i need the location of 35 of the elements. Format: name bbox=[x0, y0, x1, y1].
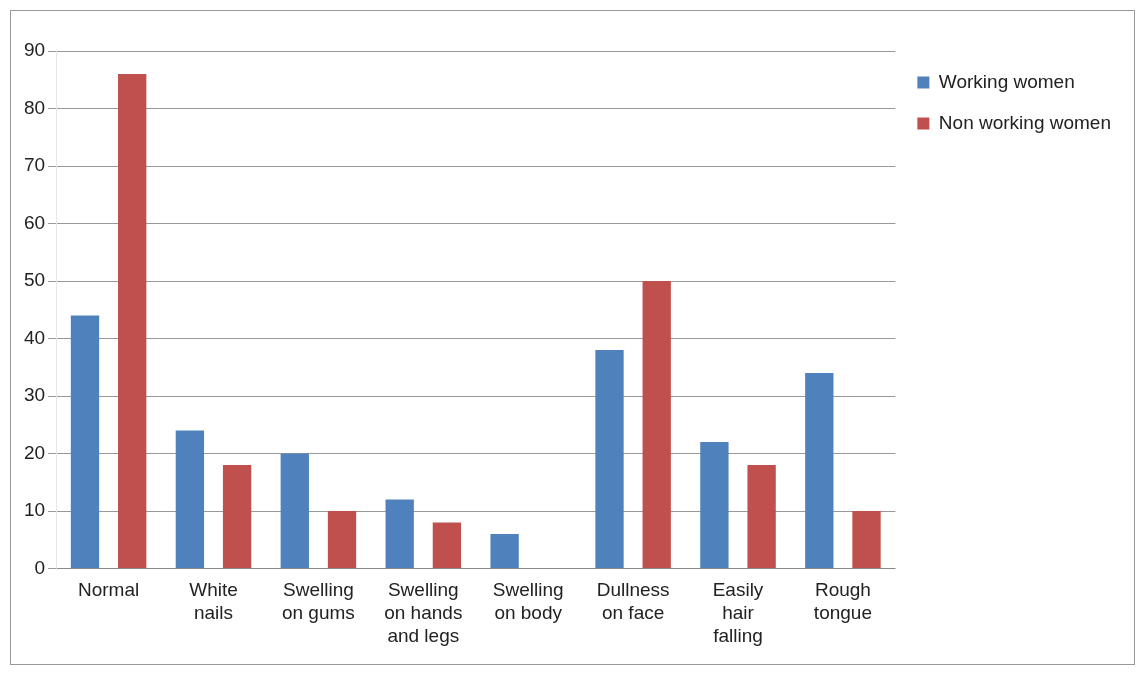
x-tick-label: Normal bbox=[77, 579, 140, 601]
y-tick-label: 80 bbox=[23, 96, 46, 118]
legend-label: Non working women bbox=[938, 111, 1112, 133]
bar bbox=[490, 534, 519, 569]
bar bbox=[118, 74, 147, 569]
y-tick-label: 70 bbox=[23, 154, 46, 176]
y-tick-label: 0 bbox=[34, 556, 46, 578]
y-tick-label: 90 bbox=[23, 39, 46, 61]
y-tick-label: 20 bbox=[23, 441, 46, 463]
bar bbox=[642, 281, 671, 569]
y-tick-label: 30 bbox=[23, 384, 46, 406]
x-tick-label: White nails bbox=[189, 579, 238, 624]
y-tick-label: 40 bbox=[23, 326, 46, 348]
x-tick-label: Swelling on hands and legs bbox=[384, 579, 463, 646]
x-tick-label: Swelling on gums bbox=[281, 579, 355, 624]
y-tick-label: 60 bbox=[23, 211, 46, 233]
bar bbox=[432, 522, 462, 569]
bar bbox=[222, 465, 252, 569]
bar bbox=[852, 511, 881, 569]
y-tick-label: 50 bbox=[23, 269, 46, 291]
x-tick-label: Easily hair falling bbox=[712, 579, 764, 646]
bar bbox=[805, 373, 834, 569]
bar bbox=[175, 430, 205, 569]
legend-label: Working women bbox=[938, 70, 1075, 92]
bar bbox=[280, 453, 309, 569]
bar bbox=[70, 315, 100, 569]
x-tick-label: Rough tongue bbox=[813, 579, 872, 624]
x-tick-label: Swelling on body bbox=[492, 579, 564, 624]
bar bbox=[327, 511, 357, 569]
x-tick-label: Dullness on face bbox=[596, 579, 670, 624]
y-tick-label: 10 bbox=[23, 499, 46, 521]
bar bbox=[747, 465, 776, 569]
bar bbox=[700, 442, 729, 569]
bar bbox=[385, 499, 414, 569]
bar bbox=[595, 350, 624, 569]
